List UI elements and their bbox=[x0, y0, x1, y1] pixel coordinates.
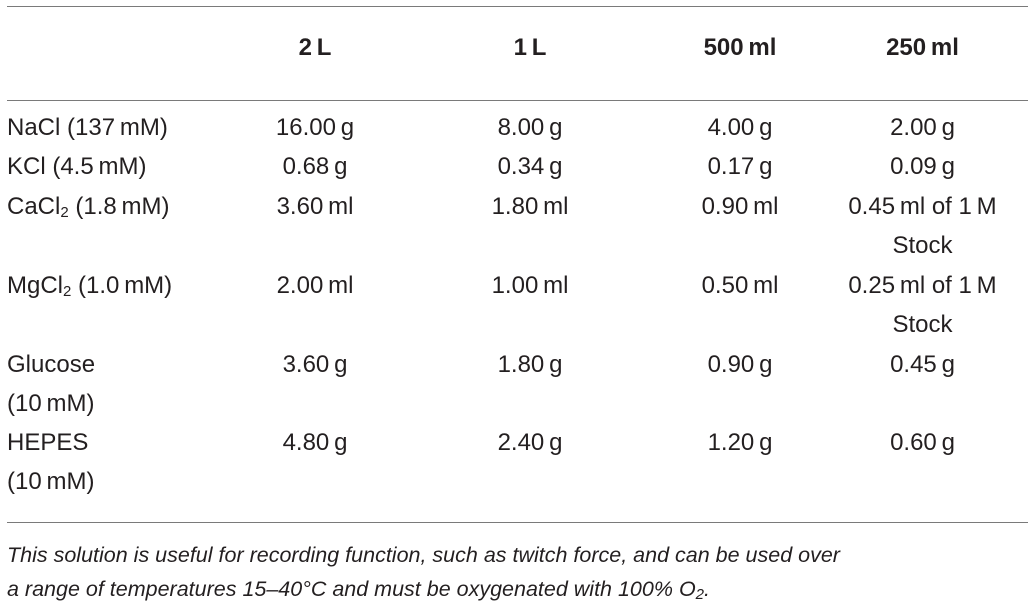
cell-glucose-250ml: 0.45 g bbox=[890, 351, 955, 378]
cell-glucose-500ml: 0.90 g bbox=[707, 351, 773, 378]
cell-mgcl2-500ml: 0.50 ml bbox=[701, 272, 779, 299]
cell-mgcl2-2l: 2.00 ml bbox=[276, 272, 354, 299]
row-label-nacl: NaCl (137 mM) bbox=[7, 114, 168, 141]
header-500ml: 500 ml bbox=[703, 34, 777, 61]
cell-cacl2-500ml: 0.90 ml bbox=[701, 193, 779, 220]
footnote-line-1: This solution is useful for recording fu… bbox=[7, 543, 840, 567]
header-250ml: 250 ml bbox=[886, 34, 959, 61]
cell-kcl-500ml: 0.17 g bbox=[707, 153, 773, 180]
table-bottom-rule bbox=[7, 522, 1028, 523]
cell-cacl2-250ml: 0.45 ml of 1 M bbox=[848, 193, 997, 220]
cell-hepes-250ml: 0.60 g bbox=[890, 429, 955, 456]
cell-kcl-1l: 0.34 g bbox=[497, 153, 563, 180]
table-footnote: This solution is useful for recording fu… bbox=[7, 538, 1032, 612]
header-1l: 1 L bbox=[513, 34, 547, 61]
cell-hepes-1l: 2.40 g bbox=[497, 429, 563, 456]
row-label-cacl2: CaCl2 (1.8 mM) bbox=[7, 193, 170, 221]
row-label-mgcl2: MgCl2 (1.0 mM) bbox=[7, 272, 173, 300]
header-2l: 2 L bbox=[298, 34, 332, 61]
row-label-glucose: Glucose bbox=[7, 351, 96, 378]
row-label-hepes: HEPES bbox=[7, 429, 89, 456]
cell-nacl-2l: 16.00 g bbox=[275, 114, 355, 141]
cell-cacl2-250ml-line2: Stock bbox=[892, 232, 953, 259]
header-rule bbox=[7, 100, 1028, 101]
cell-kcl-250ml: 0.09 g bbox=[890, 153, 955, 180]
cell-hepes-2l: 4.80 g bbox=[282, 429, 348, 456]
cell-cacl2-2l: 3.60 ml bbox=[276, 193, 354, 220]
cell-nacl-500ml: 4.00 g bbox=[707, 114, 773, 141]
footnote-line-2: a range of temperatures 15–40°C and must… bbox=[7, 577, 710, 603]
table-top-rule bbox=[7, 6, 1028, 7]
cell-kcl-2l: 0.68 g bbox=[282, 153, 348, 180]
cell-mgcl2-1l: 1.00 ml bbox=[491, 272, 569, 299]
cell-nacl-250ml: 2.00 g bbox=[890, 114, 955, 141]
cell-glucose-2l: 3.60 g bbox=[282, 351, 348, 378]
cell-mgcl2-250ml-line2: Stock bbox=[892, 311, 953, 338]
cell-mgcl2-250ml: 0.25 ml of 1 M bbox=[848, 272, 997, 299]
row-label-kcl: KCl (4.5 mM) bbox=[7, 153, 147, 180]
cell-glucose-1l: 1.80 g bbox=[497, 351, 563, 378]
cell-hepes-500ml: 1.20 g bbox=[707, 429, 773, 456]
row-label-glucose-line2: (10 mM) bbox=[7, 390, 95, 417]
cell-nacl-1l: 8.00 g bbox=[497, 114, 563, 141]
cell-cacl2-1l: 1.80 ml bbox=[491, 193, 569, 220]
row-label-hepes-line2: (10 mM) bbox=[7, 468, 95, 495]
